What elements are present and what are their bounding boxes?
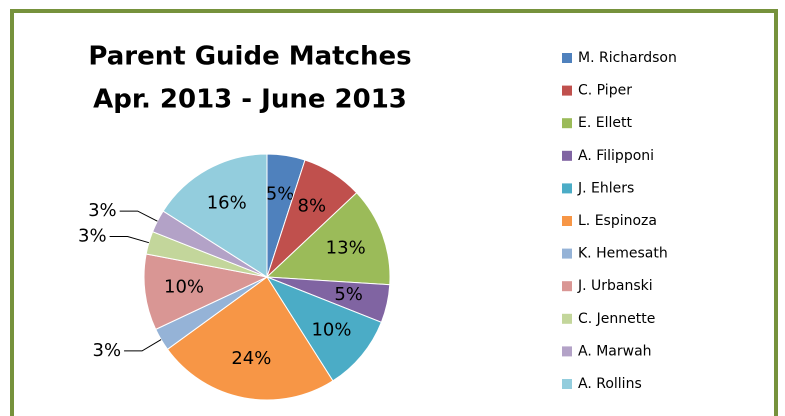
legend-swatch [562,379,572,389]
chart-subtitle: Apr. 2013 - June 2013 [93,85,407,115]
legend-label: C. Jennette [578,311,655,327]
data-label: 10% [164,276,204,297]
legend-label: C. Piper [578,83,632,99]
legend-label: A. Marwah [578,343,652,359]
legend-swatch [562,150,572,161]
data-label: 5% [266,183,295,204]
legend-swatch [562,118,572,129]
legend-label: J. Urbanski [577,278,653,294]
legend-label: K. Hemesath [578,246,668,262]
legend-swatch [562,281,572,292]
data-label: 3% [88,200,117,221]
legend-swatch [562,346,572,357]
legend-label: A. Filipponi [578,148,654,164]
legend-swatch [562,248,572,259]
legend-swatch [562,85,572,96]
data-label: 16% [207,193,247,214]
legend-label: E. Ellett [578,115,632,131]
data-label: 10% [311,319,351,340]
legend-label: M. Richardson [578,50,677,66]
pie-slice [265,275,383,382]
data-label: 5% [334,284,363,305]
data-label: 3% [78,226,107,247]
legend-swatch [562,53,572,63]
legend-label: A. Rollins [578,376,642,392]
pie-slice [143,253,269,331]
chart-frame [10,9,778,416]
legend-label: J. Ehlers [577,180,634,196]
legend-label: L. Espinoza [578,213,657,229]
pie-slice [162,153,268,278]
leader-line [119,210,158,222]
chart-title: Parent Guide Matches [88,42,411,72]
leader-line [109,236,150,244]
legend-swatch [562,216,572,226]
pie-slice [166,276,334,401]
legend-swatch [562,183,572,194]
data-label: 8% [298,195,327,216]
pie-slice [265,192,391,286]
leader-line [124,339,162,352]
data-label: 24% [231,348,271,369]
data-label: 3% [93,340,122,361]
legend-swatch [562,313,572,324]
data-label: 13% [326,238,366,259]
